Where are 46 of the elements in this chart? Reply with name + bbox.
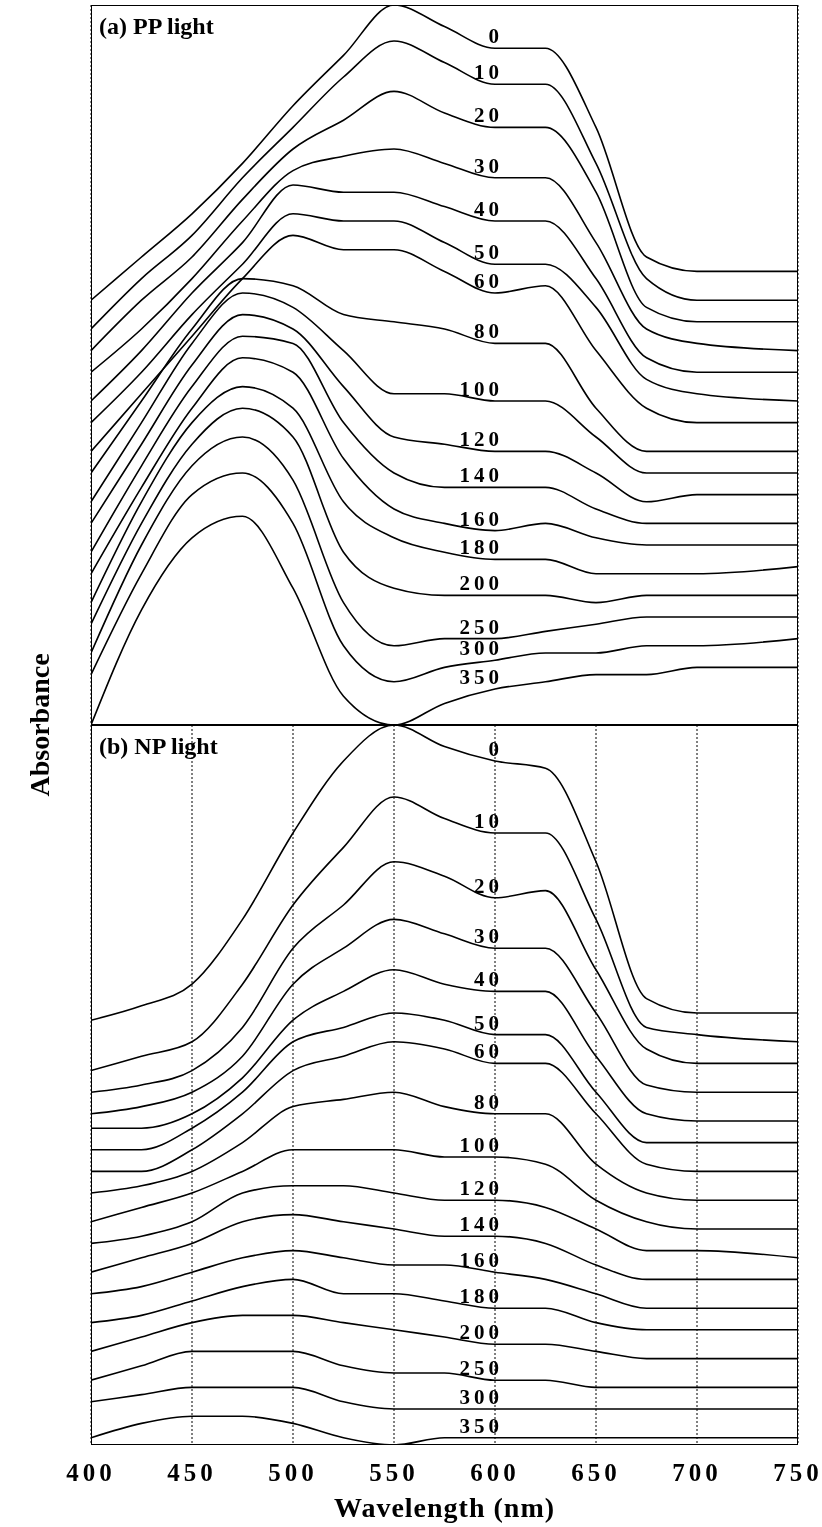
series-label: 350 [459,665,503,689]
series-label: 300 [459,636,503,661]
series-label: 300 [459,1385,503,1409]
series-label: 120 [459,1176,503,1201]
x-tick-label: 650 [571,1458,621,1486]
series-label: 30 [474,153,503,178]
chart-title: (b) NP light [99,733,218,760]
x-tick-label: 550 [369,1458,419,1486]
x-tick-label: 600 [470,1458,520,1486]
x-tick-label: 400 [66,1458,116,1486]
series-label: 40 [474,967,503,992]
series-label: 40 [474,197,503,221]
series-label: 180 [459,1284,503,1309]
y-axis-title: Absorbance [24,653,56,797]
series-label: 140 [459,463,503,488]
series-label: 100 [459,377,503,401]
series-label: 100 [459,1133,503,1157]
series-label: 50 [474,240,503,265]
x-tick-label: 700 [672,1458,722,1486]
series-label: 80 [474,1089,503,1114]
x-tick-label: 750 [773,1458,822,1486]
series-label: 350 [459,1413,503,1438]
series-label: 200 [459,1320,503,1345]
series-label: 180 [459,535,503,560]
series-label: 60 [474,269,503,293]
series-label: 50 [474,1010,503,1035]
series-label: 140 [459,1212,503,1237]
x-tick-label: 500 [268,1458,318,1486]
series-label: 10 [474,809,503,833]
x-tick-label: 450 [167,1458,217,1486]
series-label: 250 [459,1356,503,1381]
series-label: 160 [459,1248,503,1273]
series-label: 10 [474,60,503,85]
series-label: 20 [474,873,503,898]
series-label: 30 [474,924,503,949]
series-label: 60 [474,1039,503,1064]
series-label: 200 [459,571,503,596]
series-label: 20 [474,103,503,128]
series-label: 0 [488,737,503,761]
chart-title: (a) PP light [99,13,214,40]
series-label: 80 [474,319,503,344]
series-label: 0 [488,24,503,49]
series-label: 160 [459,506,503,531]
x-axis-title: Wavelength (nm) [332,1492,557,1524]
series-label: 250 [459,614,503,639]
series-label: 120 [459,427,503,452]
